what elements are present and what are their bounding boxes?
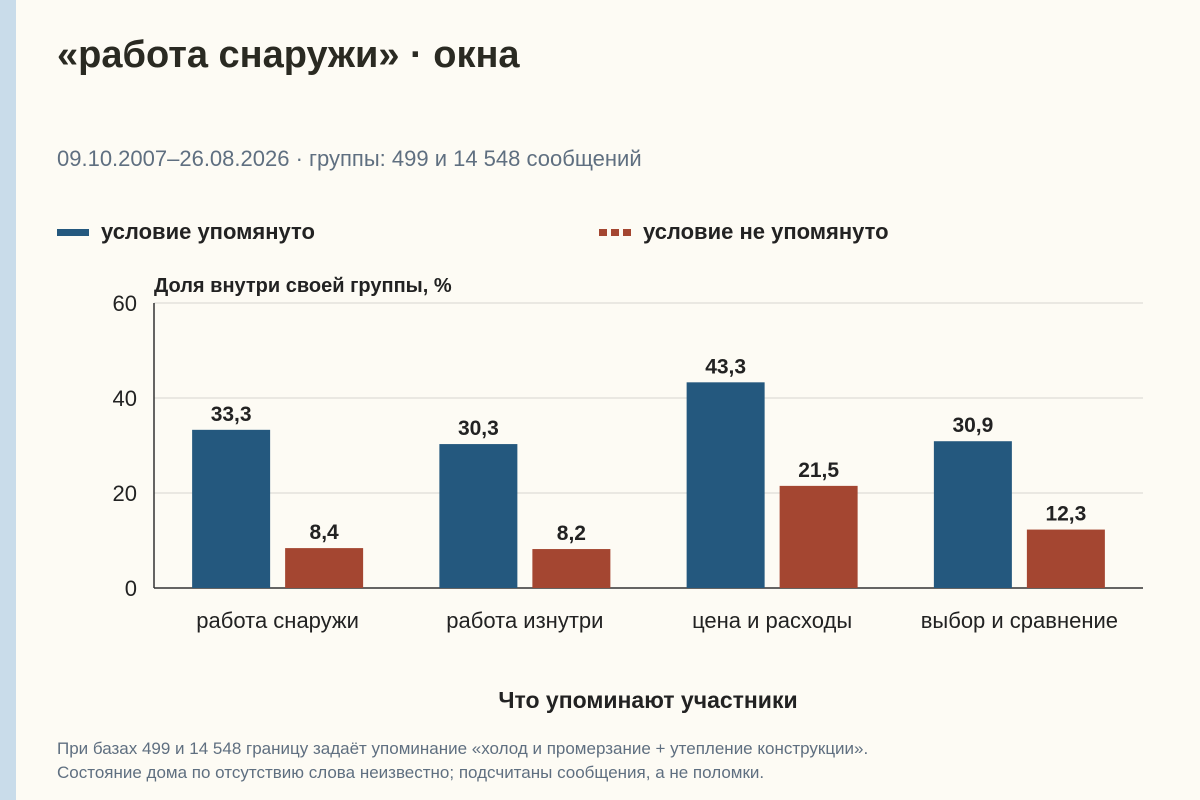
bar-not-mentioned — [1026, 529, 1105, 588]
x-tick-label: выбор и сравнение — [921, 608, 1118, 633]
left-accent-stripe — [0, 0, 16, 800]
y-tick-label: 60 — [113, 291, 137, 316]
legend-swatch-dashed — [599, 228, 631, 236]
bar-not-mentioned — [532, 549, 611, 588]
legend-item-mentioned: условие упомянуто — [57, 219, 315, 245]
data-label: 21,5 — [798, 459, 839, 482]
data-label: 43,3 — [705, 355, 746, 378]
chart-subtitle: 09.10.2007–26.08.2026 · группы: 499 и 14… — [57, 146, 642, 171]
data-label: 12,3 — [1045, 503, 1086, 526]
y-tick-label: 20 — [113, 481, 137, 506]
bar-not-mentioned — [779, 485, 858, 588]
data-label: 8,4 — [310, 521, 340, 544]
data-label: 30,9 — [952, 414, 993, 437]
legend-item-not-mentioned: условие не упомянуто — [599, 219, 889, 245]
legend-label-not-mentioned: условие не упомянуто — [643, 219, 889, 244]
x-tick-label: цена и расходы — [692, 608, 852, 633]
bar-mentioned — [686, 382, 765, 588]
data-label: 30,3 — [458, 417, 499, 440]
y-tick-label: 40 — [113, 386, 137, 411]
footnote-line-1: При базах 499 и 14 548 границу задаёт уп… — [57, 739, 869, 758]
footnote: При базах 499 и 14 548 границу задаёт уп… — [57, 737, 1157, 785]
x-axis-label: Что упоминают участники — [498, 687, 797, 713]
bar-mentioned — [192, 429, 271, 588]
chart-title: «работа снаружи» · окна — [57, 34, 520, 76]
data-label: 8,2 — [557, 522, 586, 545]
data-label: 33,3 — [211, 403, 252, 426]
bar-mentioned — [439, 444, 518, 588]
y-axis-label: Доля внутри своей группы, % — [154, 275, 452, 297]
bar-mentioned — [933, 441, 1012, 588]
y-tick-label: 0 — [125, 576, 137, 601]
legend-swatch-solid — [57, 228, 89, 236]
x-tick-label: работа снаружи — [196, 608, 359, 633]
bar-not-mentioned — [285, 548, 364, 588]
footnote-line-2: Состояние дома по отсутствию слова неизв… — [57, 763, 765, 782]
x-tick-label: работа изнутри — [446, 608, 603, 633]
legend-label-mentioned: условие упомянуто — [101, 219, 315, 244]
